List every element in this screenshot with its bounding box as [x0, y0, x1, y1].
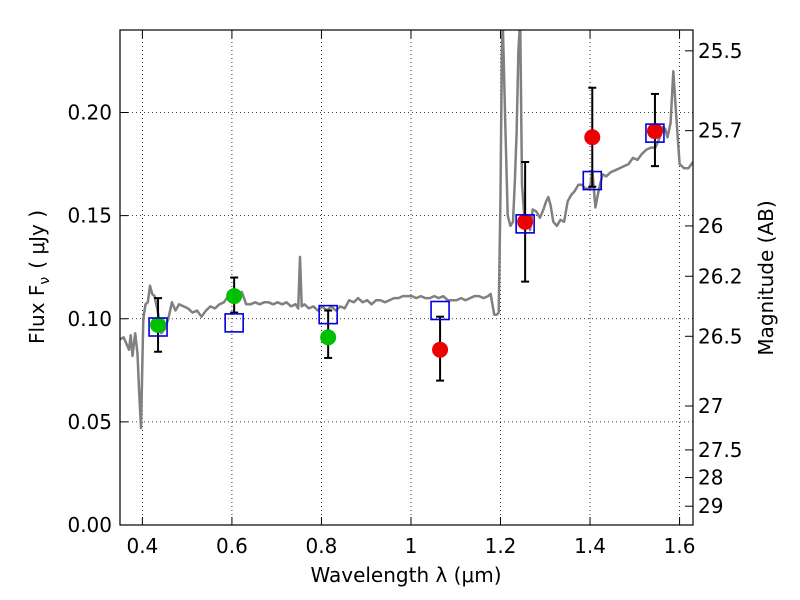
y-axis-label-subscript: ν	[37, 277, 53, 285]
model-photometry-square	[582, 170, 603, 191]
y2-tick-label: 27	[698, 394, 723, 418]
y2-tick-label: 25.5	[698, 39, 743, 63]
y2-axis-label: Magnitude (AB)	[754, 200, 778, 355]
y2-tick-label: 28	[698, 466, 723, 490]
x-tick-label: 1.6	[664, 534, 696, 558]
x-tick-label: 1.4	[574, 534, 606, 558]
x-tick-label: 1.2	[485, 534, 517, 558]
y2-tick-label: 26.5	[698, 324, 743, 348]
model-photometry-square	[318, 304, 338, 325]
y2-tick-label: 26.2	[698, 264, 743, 288]
x-tick-label: 0.8	[306, 534, 338, 558]
plot-frame	[119, 29, 694, 526]
data-markers	[148, 86, 665, 382]
model-photometry-square	[645, 123, 665, 143]
y2-tick-label: 26	[698, 214, 723, 238]
observed-flux-point	[646, 123, 663, 140]
y-tick-label: 0.20	[67, 101, 112, 125]
observed-flux-point	[584, 129, 601, 146]
y2-tick-label: 29	[698, 494, 723, 518]
y-axis-label-unit: ( μJy )	[25, 210, 49, 269]
x-tick-label: 1	[405, 534, 418, 558]
axis-ticks: 0.4 0.6 0.8 1 1.2 1.4 1.6 0.00 0.05 0.10 0.15 0.20 2…	[67, 30, 743, 558]
grid-lines	[120, 30, 693, 526]
y2-tick-label: 25.7	[698, 119, 743, 143]
y2-tick-label: 27.5	[698, 438, 743, 462]
observed-flux-point	[432, 341, 449, 358]
observed-flux-point	[226, 288, 243, 305]
x-tick-label: 0.4	[126, 534, 158, 558]
y-tick-label: 0.15	[67, 204, 112, 228]
model-photometry-square	[148, 317, 168, 337]
y-tick-label: 0.05	[67, 410, 112, 434]
y-tick-label: 0.10	[67, 307, 112, 331]
model-photometry-square	[515, 214, 535, 234]
model-photometry-square	[430, 300, 450, 321]
y-axis-label: Flux Fν ( μJy )	[25, 210, 53, 344]
model-photometry-square	[224, 313, 244, 333]
x-axis-label: Wavelength λ (μm)	[310, 563, 501, 587]
observed-flux-point	[150, 316, 167, 333]
y-tick-label: 0.00	[67, 513, 112, 537]
svg-text:Flux Fν( μJy ): Flux Fν ( μJy )	[25, 210, 53, 344]
observed-flux-point	[320, 329, 337, 346]
observed-flux-point	[517, 213, 534, 230]
y-axis-label-main: Flux F	[25, 285, 49, 344]
x-tick-label: 0.6	[216, 534, 248, 558]
